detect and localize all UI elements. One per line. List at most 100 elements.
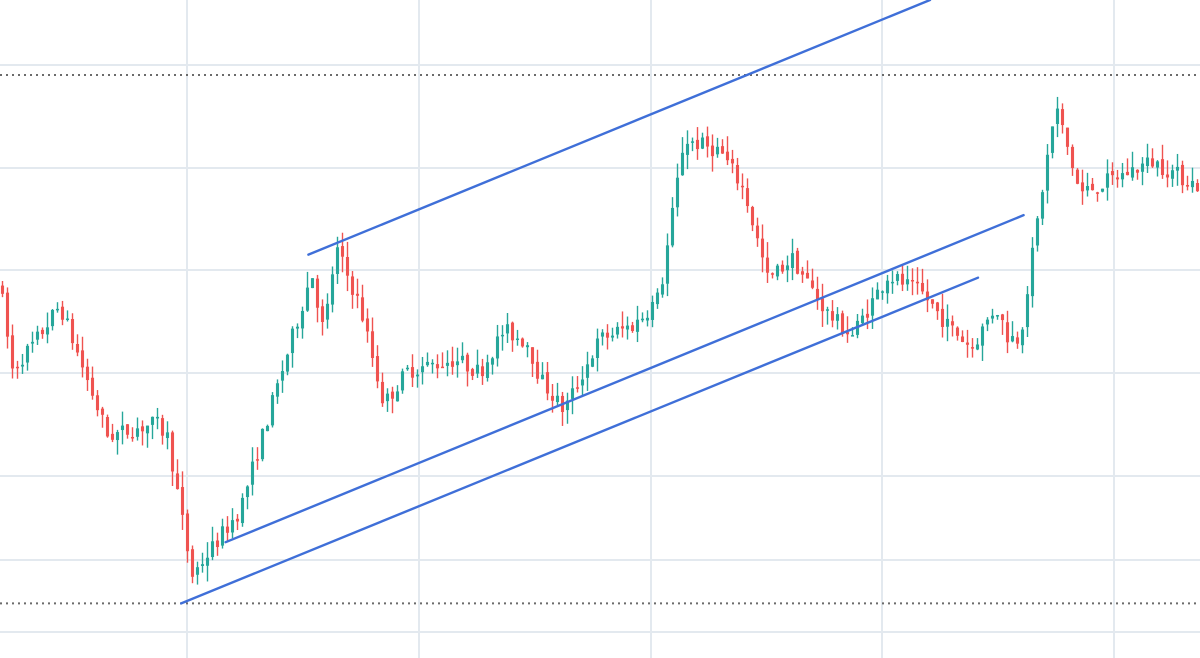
candle-body-219: [1095, 192, 1100, 194]
candle-body-208: [1040, 192, 1045, 219]
candle-body-66: [330, 274, 335, 305]
candle-body-186: [930, 299, 935, 304]
candle-body-117: [585, 364, 590, 378]
candle-body-22: [110, 433, 115, 440]
candle-body-92: [460, 355, 465, 361]
candle-body-182: [910, 279, 915, 282]
candle-body-26: [130, 436, 135, 439]
candle-body-8: [40, 329, 45, 335]
candle-body-238: [1190, 180, 1195, 188]
candle-body-68: [340, 246, 345, 257]
candle-body-69: [345, 257, 350, 276]
candle-body-10: [50, 309, 55, 327]
candle-body-114: [570, 388, 575, 399]
candle-body-106: [530, 347, 535, 364]
candle-body-87: [435, 364, 440, 369]
candle-body-201: [1005, 322, 1010, 343]
candle-body-175: [875, 289, 880, 300]
candle-body-67: [335, 247, 340, 274]
candle-body-141: [705, 136, 710, 147]
candle-body-12: [60, 306, 65, 320]
candle-body-159: [795, 250, 800, 274]
candle-body-226: [1130, 167, 1135, 178]
candle-body-223: [1115, 177, 1120, 180]
candle-body-220: [1100, 188, 1105, 192]
candle-body-225: [1125, 171, 1130, 176]
candle-body-73: [365, 318, 370, 332]
candle-body-35: [175, 473, 180, 490]
candle-body-150: [750, 207, 755, 226]
candle-body-86: [430, 362, 435, 365]
candle-body-200: [1000, 314, 1005, 321]
candle-body-123: [615, 326, 620, 335]
candle-body-228: [1140, 163, 1145, 172]
candle-body-58: [290, 328, 295, 354]
candles: [0, 96, 1200, 585]
candle-body-162: [810, 280, 815, 288]
candle-body-28: [140, 426, 145, 432]
candle-body-36: [180, 487, 185, 515]
candle-body-214: [1070, 146, 1075, 169]
candle-body-156: [780, 264, 785, 272]
candle-body-127: [635, 319, 640, 332]
candle-body-237: [1185, 184, 1190, 187]
candle-body-72: [360, 297, 365, 321]
candle-body-99: [495, 336, 500, 359]
candle-body-167: [835, 314, 840, 321]
candle-body-152: [760, 238, 765, 258]
candle-body-184: [920, 282, 925, 292]
candle-body-231: [1155, 161, 1160, 168]
candle-body-5: [25, 345, 30, 363]
candle-body-151: [755, 225, 760, 239]
candle-body-147: [735, 164, 740, 184]
candle-body-43: [215, 540, 220, 548]
candle-body-40: [200, 564, 205, 566]
candle-body-155: [775, 265, 780, 277]
candle-body-174: [870, 298, 875, 316]
candle-body-217: [1085, 186, 1090, 191]
candle-body-84: [420, 366, 425, 373]
candle-body-157: [785, 265, 790, 271]
candle-body-154: [770, 273, 775, 275]
candle-body-189: [945, 318, 950, 327]
candle-body-195: [975, 344, 980, 350]
candle-body-204: [1020, 329, 1025, 346]
candle-body-1: [5, 292, 10, 337]
candle-body-2: [10, 335, 15, 369]
candle-body-82: [410, 367, 415, 378]
candle-body-104: [520, 338, 525, 347]
candle-body-139: [695, 139, 700, 150]
candle-body-193: [965, 342, 970, 345]
candle-body-180: [900, 273, 905, 285]
candle-body-172: [860, 315, 865, 324]
candle-body-51: [255, 459, 260, 461]
trendline-0: [307, 0, 932, 256]
candle-body-70: [350, 276, 355, 295]
candle-body-144: [720, 146, 725, 154]
candle-body-126: [630, 325, 635, 331]
candle-body-14: [70, 319, 75, 344]
candle-body-235: [1175, 166, 1180, 171]
candle-body-49: [245, 486, 250, 498]
candle-body-25: [125, 424, 130, 435]
trendlines: [179, 0, 1025, 605]
candle-body-85: [425, 361, 430, 366]
candle-body-79: [395, 391, 400, 402]
candle-body-213: [1065, 127, 1070, 147]
candle-body-145: [725, 151, 730, 161]
candle-body-105: [525, 345, 530, 348]
candle-body-176: [880, 291, 885, 293]
candle-body-29: [145, 425, 150, 434]
candle-body-75: [375, 356, 380, 382]
candle-body-60: [300, 310, 305, 329]
candle-body-91: [455, 361, 460, 366]
candle-body-62: [310, 278, 315, 289]
candle-body-128: [640, 318, 645, 321]
candle-body-191: [955, 327, 960, 336]
candle-body-110: [550, 395, 555, 401]
candle-body-23: [115, 432, 120, 441]
candle-body-158: [790, 253, 795, 268]
